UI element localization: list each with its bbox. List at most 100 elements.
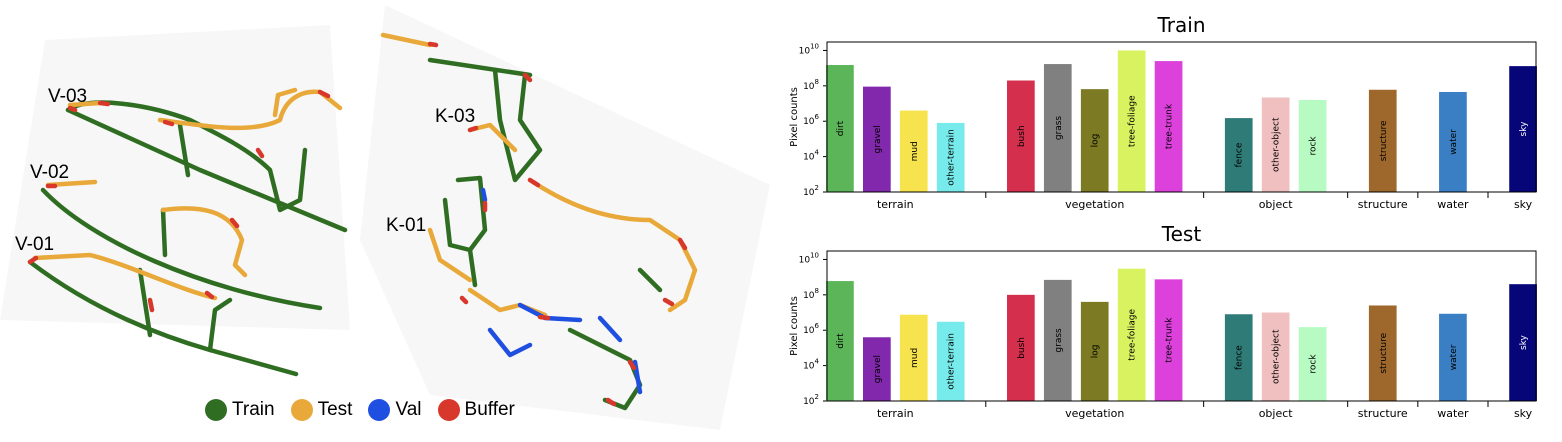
group-label-vegetation: vegetation — [1065, 198, 1124, 211]
bar-structure — [1368, 89, 1397, 192]
bar-gravel — [863, 86, 891, 192]
bar-label-bush: bush — [1017, 125, 1027, 147]
y-axis-label: Pixel counts — [789, 296, 800, 356]
bar-other-object — [1261, 312, 1290, 401]
bar-rock — [1298, 327, 1327, 401]
sequence-label-v-02: V-02 — [30, 162, 69, 183]
bar-other-object — [1261, 97, 1290, 192]
bar-label-other-terrain: other-terrain — [947, 129, 957, 186]
bar-label-tree-trunk: tree-trunk — [1165, 317, 1175, 363]
bar-water — [1439, 91, 1467, 192]
split-legend: Train Test Val Buffer — [205, 396, 531, 424]
plot-frame — [826, 250, 1537, 402]
y-tick-label: 102 — [803, 393, 819, 407]
legend-label-val: Val — [395, 399, 422, 420]
y-tick-label: 108 — [803, 78, 819, 92]
bar-label-other-object: other-object — [1272, 117, 1282, 172]
bar-label-grass: grass — [1054, 116, 1064, 141]
bar-label-other-terrain: other-terrain — [947, 333, 957, 390]
bar-log — [1080, 301, 1109, 401]
trajectory-map: V-03 V-02 V-01 K-03 K-01 — [0, 5, 770, 430]
group-label-sky: sky — [1514, 198, 1533, 211]
sequence-label-k-03: K-03 — [435, 106, 475, 127]
bar-log — [1080, 89, 1109, 192]
legend-item-test: Test — [290, 399, 353, 421]
bar-tree-trunk — [1154, 279, 1183, 401]
val-dot-icon — [368, 399, 391, 421]
bar-label-other-object: other-object — [1272, 329, 1282, 384]
bar-label-tree-trunk: tree-trunk — [1165, 103, 1175, 149]
legend-label-train: Train — [232, 399, 275, 420]
group-label-terrain: terrain — [877, 198, 914, 211]
bar-sky — [1509, 284, 1537, 401]
group-label-vegetation: vegetation — [1065, 407, 1124, 420]
train-bar-chart: Train 102 104 106 108 1010 Pixel counts dirt gra… — [789, 13, 1537, 211]
bar-label-sky: sky — [1519, 121, 1529, 137]
group-label-structure: structure — [1358, 407, 1408, 420]
bar-label-structure: structure — [1379, 332, 1389, 373]
bar-fence — [1224, 314, 1253, 401]
bar-label-mud: mud — [910, 141, 920, 161]
bar-dirt — [826, 281, 854, 401]
bar-label-bush: bush — [1017, 337, 1027, 359]
bar-label-grass: grass — [1054, 328, 1064, 353]
bar-sky — [1509, 66, 1537, 192]
bar-mud — [899, 110, 928, 192]
y-axis-label: Pixel counts — [789, 87, 800, 147]
y-tick-label: 1010 — [799, 42, 819, 56]
legend-item-train: Train — [205, 399, 275, 421]
group-label-water: water — [1437, 198, 1469, 211]
bar-tree-foliage — [1117, 50, 1146, 193]
bar-other-terrain — [936, 321, 965, 401]
bar-label-fence: fence — [1235, 345, 1245, 370]
legend-label-buffer: Buffer — [464, 399, 515, 420]
bar-other-terrain — [936, 122, 965, 192]
y-tick-label: 102 — [803, 184, 819, 198]
bar-label-log: log — [1091, 134, 1101, 148]
group-label-structure: structure — [1358, 198, 1408, 211]
y-tick-label: 104 — [803, 149, 819, 163]
bar-label-rock: rock — [1309, 354, 1319, 374]
bar-label-sky: sky — [1519, 334, 1529, 350]
trajectory-lines — [27, 32, 698, 411]
bar-water — [1439, 313, 1467, 401]
y-tick-label: 104 — [803, 358, 819, 372]
sequence-label-v-01: V-01 — [15, 234, 54, 255]
legend-item-val: Val — [368, 399, 422, 421]
chart-title: Test — [1161, 222, 1202, 246]
sequence-label-k-01: K-01 — [386, 215, 426, 236]
bar-mud — [899, 314, 928, 401]
test-dot-icon — [290, 399, 313, 421]
bar-label-water: water — [1449, 344, 1459, 370]
bar-rock — [1298, 99, 1327, 192]
bar-label-fence: fence — [1235, 142, 1245, 167]
bar-label-rock: rock — [1309, 136, 1319, 156]
legend-item-buffer: Buffer — [437, 399, 515, 421]
trajectory-map-panel: V-03 V-02 V-01 K-03 K-01 Train Test Val … — [0, 0, 780, 438]
bar-fence — [1224, 118, 1253, 192]
bar-tree-trunk — [1154, 61, 1183, 193]
bar-label-water: water — [1449, 129, 1459, 155]
buffer-dot-icon — [437, 399, 460, 421]
chart-title: Train — [1157, 13, 1206, 37]
bar-label-tree-foliage: tree-foliage — [1128, 95, 1138, 147]
group-label-water: water — [1437, 407, 1469, 420]
y-tick-label: 106 — [803, 113, 819, 127]
group-label-sky: sky — [1514, 407, 1533, 420]
bar-bush — [1007, 80, 1035, 192]
test-bar-chart: Test 102 104 106 108 1010 Pixel counts dirt grav… — [789, 222, 1537, 420]
bar-grass — [1043, 279, 1072, 401]
bar-structure — [1368, 305, 1397, 401]
bar-tree-foliage — [1117, 268, 1146, 401]
bar-gravel — [863, 337, 891, 401]
group-label-terrain: terrain — [877, 407, 914, 420]
bar-label-tree-foliage: tree-foliage — [1128, 308, 1138, 360]
sequence-label-v-03: V-03 — [48, 86, 87, 107]
map-background-tile-k — [360, 5, 770, 430]
train-dot-icon — [205, 399, 227, 421]
bar-grass — [1043, 64, 1072, 192]
legend-label-test: Test — [317, 399, 353, 420]
y-tick-label: 108 — [803, 287, 819, 301]
bar-label-structure: structure — [1379, 120, 1389, 161]
y-tick-label: 106 — [803, 322, 819, 336]
